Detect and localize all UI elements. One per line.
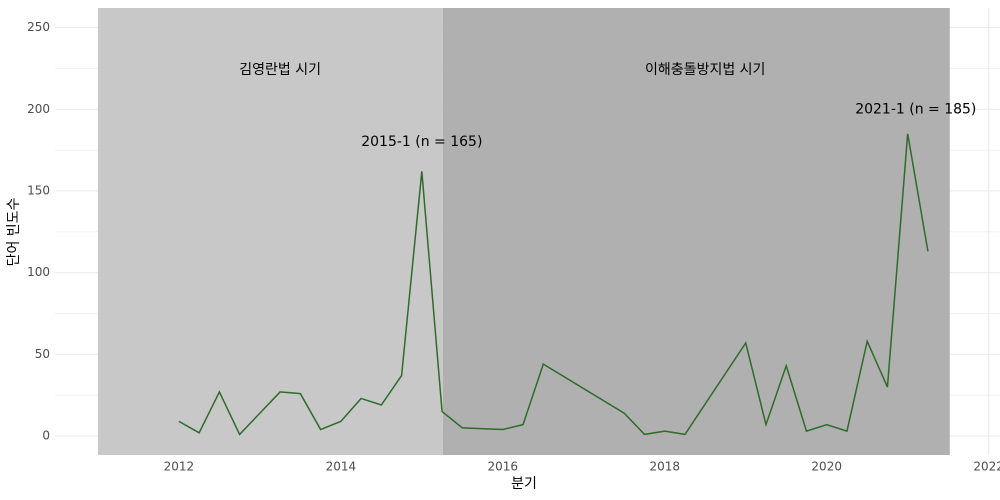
y-axis-title: 단어 빈도수 xyxy=(6,197,22,266)
period-band xyxy=(442,8,950,455)
y-tick-label: 100 xyxy=(27,265,50,279)
y-tick-label: 200 xyxy=(27,102,50,116)
x-tick-label: 2014 xyxy=(326,460,357,474)
y-tick-label: 0 xyxy=(42,429,50,443)
period-band xyxy=(97,8,443,455)
y-tick-label: 50 xyxy=(35,347,50,361)
annotation: 2021-1 (n = 185) xyxy=(855,101,976,117)
y-tick-label: 150 xyxy=(27,183,50,197)
period-label: 김영란법 시기 xyxy=(239,62,321,78)
x-tick-label: 2018 xyxy=(649,460,680,474)
x-tick-label: 2020 xyxy=(811,460,842,474)
x-tick-label: 2022 xyxy=(973,460,1000,474)
x-tick-label: 2016 xyxy=(488,460,519,474)
period-label: 이해충돌방지법 시기 xyxy=(645,62,765,78)
x-tick-label: 2012 xyxy=(164,460,195,474)
y-tick-label: 250 xyxy=(27,20,50,34)
annotation: 2015-1 (n = 165) xyxy=(361,134,482,150)
data-line xyxy=(178,133,929,436)
x-axis-title: 분기 xyxy=(511,476,537,492)
